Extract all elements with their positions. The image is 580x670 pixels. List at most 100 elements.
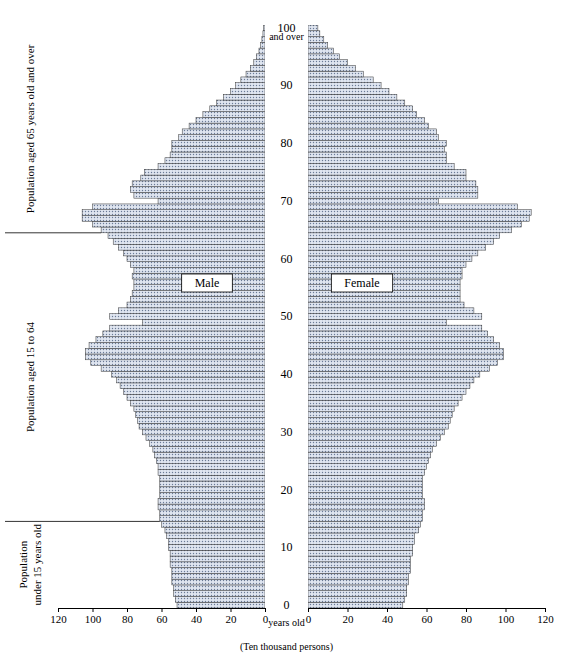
tick-mark [545, 608, 546, 612]
bar [308, 389, 466, 395]
tick-mark [127, 608, 128, 612]
bar [308, 348, 504, 354]
bar [158, 469, 265, 475]
tick-mark [162, 608, 163, 612]
bar [120, 383, 265, 389]
bar [308, 244, 486, 250]
bar [308, 429, 444, 435]
tick: 20 [281, 483, 293, 497]
label-box [331, 274, 392, 292]
bar [113, 239, 265, 245]
bar [93, 221, 266, 227]
bar [308, 568, 411, 574]
bar [308, 464, 427, 470]
bar [231, 88, 266, 94]
bar [170, 550, 265, 556]
bar [130, 296, 265, 302]
bar [308, 377, 474, 383]
bar [308, 596, 405, 602]
bar [308, 579, 409, 585]
bar [160, 475, 265, 481]
bar [308, 198, 438, 204]
bar [308, 227, 511, 233]
age-axis: 0102030405060708090100 [278, 21, 296, 612]
tick-label: 20 [281, 483, 293, 497]
bar [308, 54, 340, 60]
bar [160, 510, 265, 516]
bar [127, 256, 265, 262]
bar [308, 204, 517, 210]
bar [308, 77, 373, 83]
bar [130, 187, 265, 193]
bar [308, 366, 490, 372]
bar [224, 94, 265, 100]
bar [196, 117, 265, 123]
bar [170, 562, 265, 568]
bar [308, 158, 446, 164]
tick: 10 [281, 540, 293, 554]
bar [153, 446, 265, 452]
bar [96, 337, 265, 343]
tick-label: 60 [157, 613, 169, 625]
bar [172, 140, 265, 146]
bar [308, 215, 529, 221]
bar [308, 262, 466, 268]
bar [241, 77, 265, 83]
group-label: Population aged 65 years old and over [24, 44, 36, 213]
tick-label: 80 [122, 613, 134, 625]
bar [308, 354, 504, 360]
bar [262, 37, 265, 43]
bar [308, 446, 432, 452]
bar [308, 296, 460, 302]
tick-mark [466, 608, 467, 612]
bar [172, 146, 265, 152]
bar [160, 487, 265, 493]
tick-label: 40 [382, 613, 394, 625]
bar [263, 25, 265, 31]
tick-label: 40 [281, 367, 293, 381]
bar [308, 510, 423, 516]
bar [308, 521, 421, 527]
bar [308, 481, 423, 487]
bar [308, 117, 425, 123]
bar [308, 504, 425, 510]
bar [308, 146, 444, 152]
bar [259, 48, 265, 54]
bar [308, 412, 452, 418]
bar [172, 579, 265, 585]
tick-label: 120 [537, 613, 554, 625]
tick: 20 [343, 608, 355, 625]
tick: 70 [281, 194, 293, 208]
bar [308, 48, 334, 54]
bar [308, 487, 423, 493]
bar [308, 37, 324, 43]
bar [308, 65, 355, 71]
tick-label: 20 [226, 613, 238, 625]
tick-label: 0 [306, 613, 312, 625]
bar [86, 348, 265, 354]
bar [308, 267, 462, 273]
bar [117, 377, 265, 383]
bar [308, 550, 413, 556]
bar [155, 452, 265, 458]
bar [308, 337, 494, 343]
bar [124, 389, 265, 395]
tick: 90 [281, 78, 293, 92]
bar [143, 429, 265, 435]
bar [308, 60, 348, 66]
tick-mark [506, 608, 507, 612]
tick-mark [231, 608, 232, 612]
tick: 0 [284, 598, 290, 612]
x-axis-1: 020406080100120 [306, 608, 555, 625]
bar [308, 175, 466, 181]
tick-label: 80 [461, 613, 473, 625]
bar [308, 71, 363, 77]
tick: 80 [461, 608, 473, 625]
bar [308, 383, 470, 389]
bar [308, 106, 413, 112]
bar [172, 573, 265, 579]
tick-mark [265, 608, 266, 612]
bar [189, 123, 265, 129]
group-boundary [5, 521, 160, 522]
bar [179, 135, 265, 141]
